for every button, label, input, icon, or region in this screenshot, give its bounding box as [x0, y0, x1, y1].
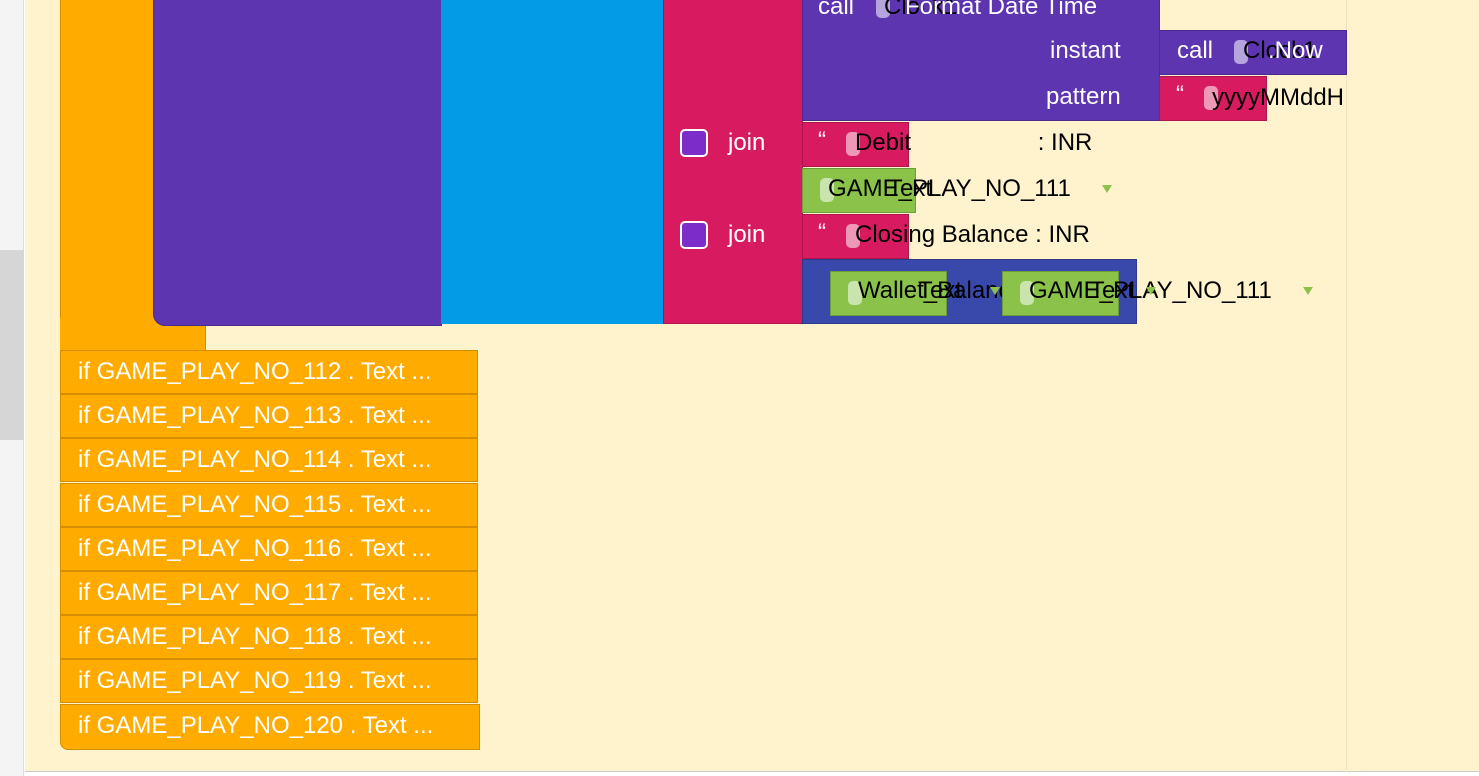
collapsed-label: if GAME_PLAY_NO_119 . Text ...: [78, 667, 432, 695]
property-name: Text: [1090, 277, 1135, 304]
collapsed-block[interactable]: [60, 615, 478, 660]
procedure-block[interactable]: [153, 0, 442, 326]
collapsed-label: if GAME_PLAY_NO_116 . Text ...: [78, 534, 432, 562]
clip: yyyyMMddH: [1200, 80, 1346, 116]
mutator-icon[interactable]: [680, 221, 708, 249]
pattern-text: yyyyMMddH: [1212, 84, 1345, 111]
now-call-block[interactable]: [1159, 30, 1347, 75]
quote-nub: [846, 224, 860, 248]
call-label: call: [1177, 37, 1214, 64]
component-nub: [876, 0, 890, 18]
collapsed-label: if GAME_PLAY_NO_120 . Text ...: [78, 711, 434, 739]
quote: “: [818, 219, 826, 246]
pattern-label: pattern: [1046, 83, 1121, 110]
quote-nub: [1204, 86, 1218, 110]
set-block[interactable]: [441, 0, 664, 324]
component-nub: [1020, 281, 1034, 305]
join-label: join: [728, 129, 766, 156]
component-name: GAME_PLAY_NO_111: [828, 175, 1071, 202]
method-name: Format Date Time: [905, 0, 1098, 20]
quote-nub: [846, 132, 860, 156]
dropdown-arrow[interactable]: [1102, 185, 1112, 193]
text-value: Debit : INR: [855, 129, 1093, 156]
collapsed-block[interactable]: [60, 350, 478, 394]
join-label: join: [728, 221, 766, 248]
quote: “: [1176, 81, 1184, 108]
collapsed-block[interactable]: [60, 703, 480, 750]
component-name: Clock1: [884, 0, 958, 20]
collapsed-label: if GAME_PLAY_NO_112 . Text ...: [78, 358, 432, 385]
component-nub: [820, 178, 834, 202]
collapsed-block[interactable]: [60, 571, 478, 615]
call-label: call: [818, 0, 855, 20]
instant-label: instant: [1050, 37, 1121, 64]
component-getter[interactable]: [830, 271, 947, 316]
collapsed-label: if GAME_PLAY_NO_114 . Text ...: [78, 446, 432, 474]
collapsed-block[interactable]: [60, 394, 478, 439]
property-name: Text: [918, 277, 963, 304]
dropdown-arrow[interactable]: [1146, 287, 1156, 295]
text-value: Closing Balance : INR: [855, 221, 1090, 248]
collapsed-block[interactable]: [60, 438, 478, 483]
join-block-outer[interactable]: [663, 0, 803, 324]
scrollbar[interactable]: [0, 250, 24, 440]
collapsed-block[interactable]: [60, 482, 478, 527]
component-nub: [848, 281, 862, 305]
collapsed-label: if GAME_PLAY_NO_113 . Text ...: [78, 402, 432, 430]
method-name: .Now: [1268, 37, 1323, 64]
dropdown-arrow[interactable]: [1303, 287, 1313, 295]
component-nub: [1234, 40, 1248, 64]
collapsed-block[interactable]: [60, 526, 478, 571]
if-block[interactable]: [60, 0, 156, 352]
component-name: Clock1: [1243, 37, 1317, 64]
property-name: Text: [888, 175, 933, 202]
dropdown-arrow[interactable]: [990, 287, 1000, 295]
mutator-icon[interactable]: [680, 129, 708, 157]
collapsed-label: if GAME_PLAY_NO_115 . Text ...: [78, 490, 432, 518]
collapsed-label: if GAME_PLAY_NO_117 . Text ...: [78, 579, 432, 606]
workspace-edge: [1346, 0, 1347, 772]
collapsed-label: if GAME_PLAY_NO_118 . Text ...: [78, 623, 432, 651]
collapsed-block[interactable]: [60, 659, 478, 704]
quote: “: [818, 127, 826, 154]
